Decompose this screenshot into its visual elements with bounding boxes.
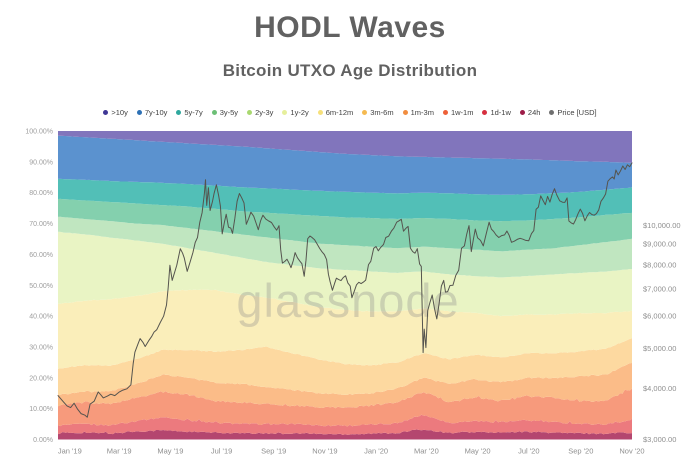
band-1m-3m: [58, 363, 632, 409]
legend-dot-icon: [549, 109, 555, 115]
band-7y-10y: [58, 135, 632, 195]
x-axis-tick-label: May '19: [157, 447, 183, 456]
legend-item-3m-6m[interactable]: 3m-6m: [362, 107, 394, 117]
legend-item-1w-1m[interactable]: 1w-1m: [442, 107, 474, 117]
y-right-tick-label: $5,000.00: [643, 344, 676, 353]
legend-item-5y-7y[interactable]: 5y-7y: [176, 107, 203, 117]
x-axis-tick-label: May '20: [465, 447, 491, 456]
band-6m-12m: [58, 289, 632, 369]
legend-item-10y[interactable]: >10y: [103, 107, 128, 117]
x-axis-tick-label: Jul '19: [211, 447, 232, 456]
legend-dot-icon: [519, 109, 525, 115]
y-left-tick-label: 10.00%: [29, 406, 53, 413]
legend-item-7y-10y[interactable]: 7y-10y: [136, 107, 168, 117]
legend-item-1m-3m[interactable]: 1m-3m: [402, 107, 434, 117]
legend-label: >10y: [111, 107, 128, 117]
legend-item-1y-2y[interactable]: 1y-2y: [282, 107, 309, 117]
x-axis-tick-label: Nov '19: [312, 447, 337, 456]
chart-title: HODL Waves: [254, 11, 446, 44]
legend-label: 3m-6m: [370, 107, 394, 117]
y-right-tick-label: $10,000.00: [643, 221, 681, 230]
y-right-tick-label: $9,000.00: [643, 240, 676, 249]
legend-dot-icon: [136, 109, 142, 115]
legend-label: 6m-12m: [325, 107, 354, 117]
legend-item-6m-12m[interactable]: 6m-12m: [317, 107, 354, 117]
y-left-tick-label: 20.00%: [29, 375, 53, 382]
legend-label: 24h: [527, 107, 541, 117]
legend-item-1d-1w[interactable]: 1d-1w: [482, 107, 511, 117]
band-10y: [58, 131, 632, 163]
legend-dot-icon: [211, 109, 217, 115]
y-left-tick-label: 50.00%: [29, 283, 53, 290]
legend-label: 1d-1w: [490, 107, 511, 117]
legend-label: 2y-3y: [255, 107, 274, 117]
y-left-tick-label: 80.00%: [29, 190, 53, 197]
legend-item-price-usd[interactable]: Price [USD]: [549, 107, 597, 117]
band-1w-1m: [58, 388, 632, 427]
y-left-tick-label: 90.00%: [29, 159, 53, 166]
y-left-tick-label: 70.00%: [29, 221, 53, 228]
legend-label: 3y-5y: [219, 107, 239, 117]
legend-dot-icon: [282, 109, 288, 115]
band-1y-2y: [58, 231, 632, 317]
chart-subtitle: Bitcoin UTXO Age Distribution: [222, 61, 478, 80]
legend-dot-icon: [103, 109, 109, 115]
legend-item-2y-3y[interactable]: 2y-3y: [247, 108, 273, 117]
y-left-tick-label: 30.00%: [29, 344, 53, 351]
legend-dot-icon: [482, 109, 488, 115]
legend-dot-icon: [176, 109, 182, 115]
band-3m-6m: [58, 338, 632, 395]
y-right-tick-label: $8,000.00: [643, 261, 676, 270]
band-24h: [58, 429, 632, 440]
legend-dot-icon: [247, 109, 253, 115]
x-axis-tick-label: Nov '20: [619, 447, 644, 456]
x-axis-tick-label: Sep '20: [568, 447, 593, 456]
y-left-tick-label: 100.00%: [25, 129, 53, 136]
x-axis-tick-label: Jan '19: [58, 447, 82, 456]
legend: >10y 7y-10y 5y-7y 3y-5y 2y-3y 1y-2y 6m-12m 3m-6…: [0, 106, 700, 118]
legend-item-24h[interactable]: 24h: [519, 107, 541, 117]
y-right-tick-label: $6,000.00: [643, 312, 676, 321]
price-line: [57, 162, 633, 418]
y-left-tick-label: 40.00%: [29, 314, 53, 321]
legend-label: 5y-7y: [184, 107, 203, 117]
band-1d-1w: [58, 414, 632, 435]
legend-dot-icon: [442, 109, 448, 115]
y-left-tick-label: 60.00%: [29, 252, 53, 259]
legend-label: 1y-2y: [290, 107, 309, 117]
legend-item-3y-5y[interactable]: 3y-5y: [211, 107, 239, 117]
band-3y-5y: [58, 198, 632, 252]
legend-label: 7y-10y: [144, 107, 168, 117]
y-right-tick-label: $3,000.00: [643, 435, 676, 444]
legend-label: 1w-1m: [450, 107, 474, 117]
x-axis-tick-label: Mar '20: [414, 447, 439, 456]
x-axis-tick-label: Sep '19: [261, 447, 286, 456]
y-right-tick-label: $4,000.00: [643, 384, 676, 393]
y-left-tick-label: 0.00%: [33, 437, 53, 444]
legend-dot-icon: [317, 109, 323, 115]
band-5y-7y: [58, 178, 632, 222]
x-axis-tick-label: Mar '19: [107, 447, 132, 456]
band-2y-3y: [58, 216, 632, 278]
y-right-tick-label: $7,000.00: [643, 284, 676, 293]
legend-dot-icon: [362, 109, 368, 115]
legend-dot-icon: [402, 109, 408, 115]
x-axis-tick-label: Jul '20: [518, 447, 539, 456]
x-axis-tick-label: Jan '20: [364, 447, 388, 456]
legend-label: Price [USD]: [557, 107, 597, 117]
legend-label: 1m-3m: [410, 107, 434, 117]
